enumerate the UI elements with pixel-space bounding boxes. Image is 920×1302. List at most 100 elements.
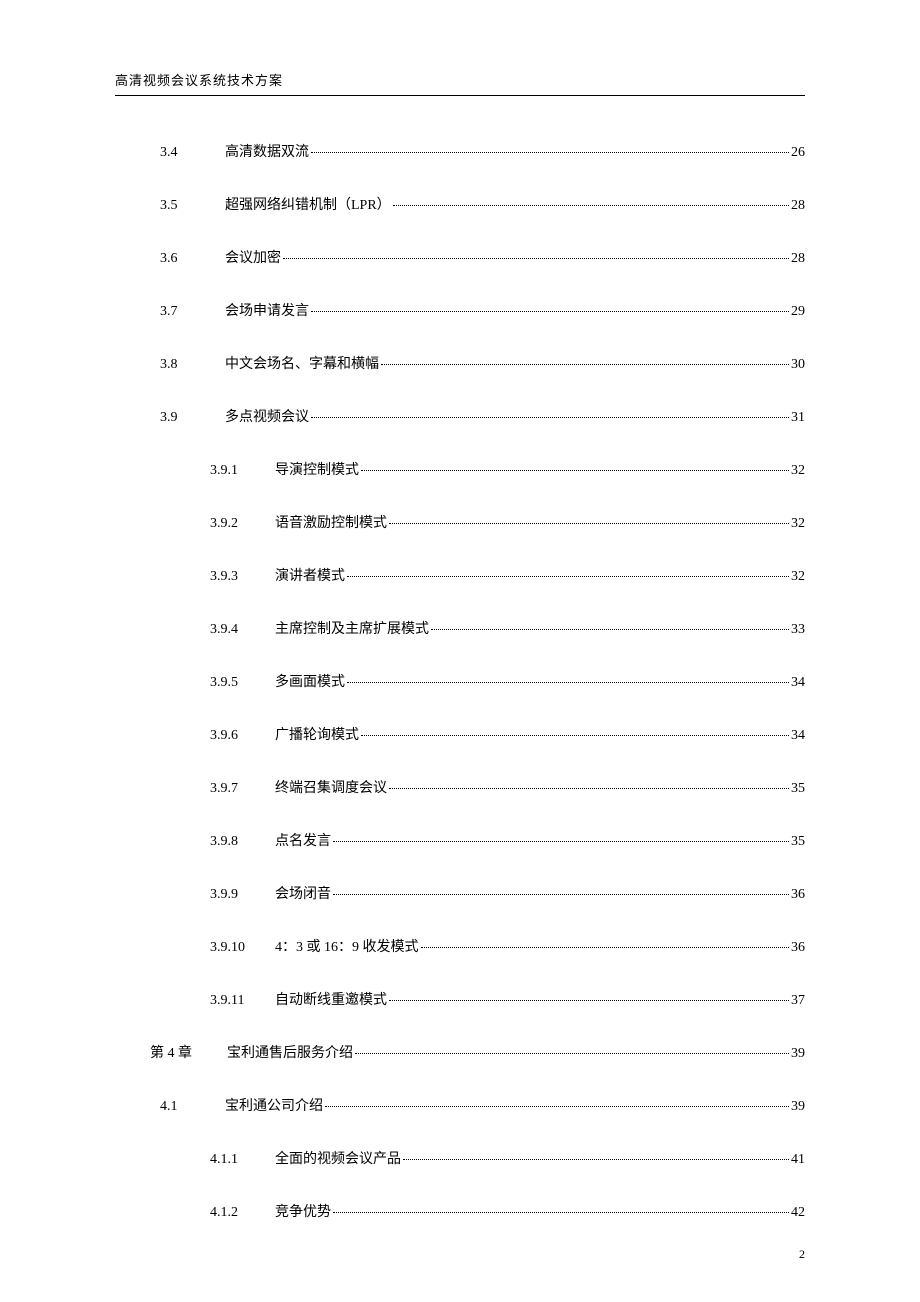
toc-entry: 3.8 中文会场名、字幕和横幅 30 bbox=[115, 353, 805, 373]
toc-title: 4：3 或 16：9 收发模式 bbox=[275, 936, 419, 956]
toc-leader-dots bbox=[325, 1106, 789, 1107]
toc-page-number: 34 bbox=[791, 728, 805, 744]
toc-leader-dots bbox=[311, 152, 789, 153]
toc-number: 3.9.1 bbox=[210, 463, 265, 479]
toc-page-number: 39 bbox=[791, 1046, 805, 1062]
toc-title: 主席控制及主席扩展模式 bbox=[275, 618, 429, 638]
toc-title: 高清数据双流 bbox=[225, 141, 309, 161]
toc-number: 3.9.8 bbox=[210, 834, 265, 850]
toc-title: 中文会场名、字幕和横幅 bbox=[225, 353, 379, 373]
page-container: 高清视频会议系统技术方案 3.4 高清数据双流 26 3.5 超强网络纠错机制（LPR）… bbox=[0, 0, 920, 1221]
toc-leader-dots bbox=[347, 682, 789, 683]
toc-number: 3.9.10 bbox=[210, 940, 265, 956]
toc-page-number: 39 bbox=[791, 1099, 805, 1115]
toc-entry: 4.1 宝利通公司介绍 39 bbox=[115, 1095, 805, 1115]
toc-entry: 3.5 超强网络纠错机制（LPR） 28 bbox=[115, 194, 805, 214]
toc-leader-dots bbox=[389, 788, 789, 789]
toc-title: 语音激励控制模式 bbox=[275, 512, 387, 532]
toc-page-number: 32 bbox=[791, 516, 805, 532]
toc-number: 4.1.1 bbox=[210, 1152, 265, 1168]
toc-title: 超强网络纠错机制（LPR） bbox=[225, 194, 391, 214]
toc-entry: 3.9.11自动断线重邀模式37 bbox=[115, 989, 805, 1009]
toc-number: 4.1 bbox=[160, 1099, 200, 1115]
toc-entry: 3.7会场申请发言29 bbox=[115, 300, 805, 320]
toc-leader-dots bbox=[311, 311, 789, 312]
toc-page-number: 33 bbox=[791, 622, 805, 638]
toc-entry: 4.1.2 竞争优势 42 bbox=[115, 1201, 805, 1221]
toc-entry: 3.9.6 广播轮询模式 34 bbox=[115, 724, 805, 744]
toc-title: 广播轮询模式 bbox=[275, 724, 359, 744]
toc-page-number: 36 bbox=[791, 940, 805, 956]
toc-number: 3.9 bbox=[160, 410, 200, 426]
toc-entry: 3.4 高清数据双流 26 bbox=[115, 141, 805, 161]
toc-title: 会场闭音 bbox=[275, 883, 331, 903]
toc-title: 全面的视频会议产品 bbox=[275, 1148, 401, 1168]
toc-title: 点名发言 bbox=[275, 830, 331, 850]
toc-title: 演讲者模式 bbox=[275, 565, 345, 585]
toc-entry: 4.1.1 全面的视频会议产品 41 bbox=[115, 1148, 805, 1168]
toc-page-number: 41 bbox=[791, 1152, 805, 1168]
toc-leader-dots bbox=[283, 258, 789, 259]
toc-page-number: 26 bbox=[791, 145, 805, 161]
toc-leader-dots bbox=[347, 576, 789, 577]
toc-entry: 3.9.8点名发言35 bbox=[115, 830, 805, 850]
toc-title: 多点视频会议 bbox=[225, 406, 309, 426]
toc-entry: 3.9多点视频会议31 bbox=[115, 406, 805, 426]
toc-entry: 3.9.2 语音激励控制模式 32 bbox=[115, 512, 805, 532]
toc-number: 3.9.11 bbox=[210, 993, 265, 1009]
toc-page-number: 34 bbox=[791, 675, 805, 691]
toc-number: 3.8 bbox=[160, 357, 200, 373]
toc-page-number: 29 bbox=[791, 304, 805, 320]
toc-number: 3.5 bbox=[160, 198, 200, 214]
toc-entry: 3.6 会议加密 28 bbox=[115, 247, 805, 267]
toc-leader-dots bbox=[403, 1159, 789, 1160]
toc-title: 自动断线重邀模式 bbox=[275, 989, 387, 1009]
toc-page-number: 30 bbox=[791, 357, 805, 373]
toc-entry: 第 4 章 宝利通售后服务介绍 39 bbox=[115, 1042, 805, 1062]
toc-title: 宝利通售后服务介绍 bbox=[227, 1042, 353, 1062]
toc-title: 会场申请发言 bbox=[225, 300, 309, 320]
toc-leader-dots bbox=[389, 523, 789, 524]
toc-leader-dots bbox=[431, 629, 789, 630]
toc-entry: 3.9.7 终端召集调度会议 35 bbox=[115, 777, 805, 797]
toc-number: 3.9.2 bbox=[210, 516, 265, 532]
toc-leader-dots bbox=[361, 470, 789, 471]
toc-entry: 3.9.10 4：3 或 16：9 收发模式 36 bbox=[115, 936, 805, 956]
toc-number: 3.6 bbox=[160, 251, 200, 267]
header-title: 高清视频会议系统技术方案 bbox=[115, 73, 283, 88]
toc-page-number: 36 bbox=[791, 887, 805, 903]
toc-entry: 3.9.3演讲者模式32 bbox=[115, 565, 805, 585]
toc-title: 宝利通公司介绍 bbox=[225, 1095, 323, 1115]
toc-title: 导演控制模式 bbox=[275, 459, 359, 479]
toc-entry: 3.9.4主席控制及主席扩展模式33 bbox=[115, 618, 805, 638]
toc-leader-dots bbox=[393, 205, 789, 206]
toc-entry: 3.9.5多画面模式34 bbox=[115, 671, 805, 691]
toc-leader-dots bbox=[355, 1053, 789, 1054]
toc-page-number: 28 bbox=[791, 198, 805, 214]
toc-page-number: 28 bbox=[791, 251, 805, 267]
toc-page-number: 32 bbox=[791, 569, 805, 585]
toc-entry: 3.9.1 导演控制模式 32 bbox=[115, 459, 805, 479]
toc-leader-dots bbox=[333, 1212, 789, 1213]
toc-page-number: 35 bbox=[791, 781, 805, 797]
toc-title: 竞争优势 bbox=[275, 1201, 331, 1221]
toc-number: 3.9.5 bbox=[210, 675, 265, 691]
toc-number: 4.1.2 bbox=[210, 1205, 265, 1221]
toc-number: 3.9.6 bbox=[210, 728, 265, 744]
toc-leader-dots bbox=[361, 735, 789, 736]
toc-page-number: 32 bbox=[791, 463, 805, 479]
toc-leader-dots bbox=[333, 841, 789, 842]
toc-leader-dots bbox=[389, 1000, 789, 1001]
toc-leader-dots bbox=[333, 894, 789, 895]
toc-number: 第 4 章 bbox=[150, 1042, 192, 1062]
toc-number: 3.9.9 bbox=[210, 887, 265, 903]
toc-number: 3.9.7 bbox=[210, 781, 265, 797]
page-number: 2 bbox=[799, 1247, 805, 1262]
toc-title: 终端召集调度会议 bbox=[275, 777, 387, 797]
page-header: 高清视频会议系统技术方案 bbox=[115, 70, 805, 96]
toc-page-number: 42 bbox=[791, 1205, 805, 1221]
toc-title: 会议加密 bbox=[225, 247, 281, 267]
toc-leader-dots bbox=[421, 947, 790, 948]
toc-number: 3.4 bbox=[160, 145, 200, 161]
toc-entry: 3.9.9 会场闭音 36 bbox=[115, 883, 805, 903]
